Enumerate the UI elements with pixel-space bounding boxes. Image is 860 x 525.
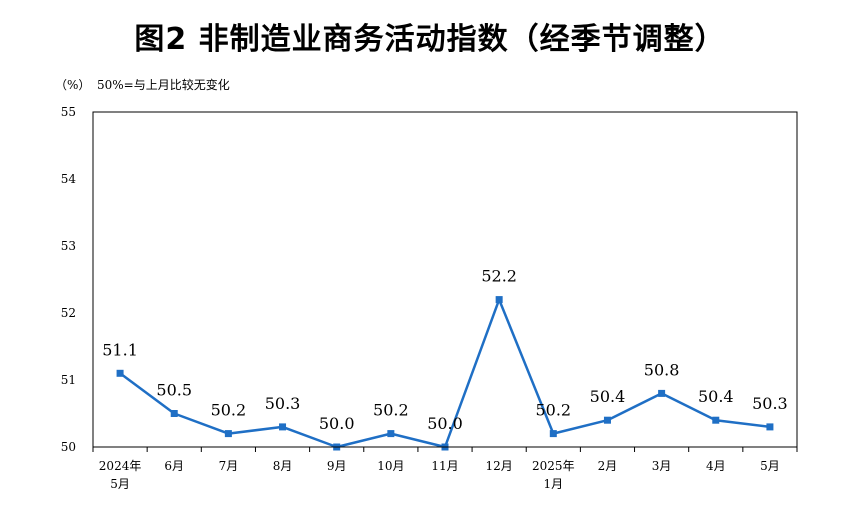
- data-point-marker: [387, 430, 395, 438]
- x-tick-label: 6月: [164, 459, 184, 473]
- data-point-marker: [658, 389, 666, 397]
- y-axis-unit: （%）: [55, 78, 91, 92]
- data-label: 50.2: [373, 401, 409, 420]
- x-tick-label: 10月: [377, 459, 404, 473]
- data-point-marker: [279, 423, 287, 431]
- data-label: 50.3: [265, 394, 301, 413]
- x-tick-label: 12月: [486, 459, 513, 473]
- data-labels: 51.1 50.5 50.2 50.3 50.0 50.2 50.0 52.2 50.2 50.4…: [102, 267, 787, 433]
- data-label: 50.4: [590, 387, 626, 406]
- data-label: 51.1: [102, 340, 138, 359]
- data-label: 50.8: [644, 360, 680, 379]
- y-axis-ticks: 50 51 52 53 54 55: [61, 105, 77, 454]
- x-tick-label: 4月: [706, 459, 726, 473]
- data-point-marker: [766, 423, 774, 431]
- y-tick-label-51: 51: [61, 373, 76, 387]
- chart-title: 图2 非制造业商务活动指数（经季节调整）: [134, 22, 726, 57]
- data-point-marker: [712, 416, 720, 424]
- data-label: 52.2: [481, 267, 517, 286]
- data-point-marker: [549, 430, 557, 438]
- data-label: 50.3: [752, 394, 788, 413]
- x-tick-label: 3月: [652, 459, 672, 473]
- data-point-marker: [495, 296, 503, 304]
- data-point-marker: [224, 430, 232, 438]
- x-tick-label: 2025年 1月: [532, 459, 575, 491]
- y-tick-label-55: 55: [61, 105, 76, 119]
- data-label: 50.0: [427, 414, 463, 433]
- plot-frame: [92, 111, 798, 448]
- y-tick-label-53: 53: [61, 239, 76, 253]
- data-point-marker: [603, 416, 611, 424]
- y-axis-note: 50%=与上月比较无变化: [97, 78, 230, 92]
- data-label: 50.2: [211, 401, 247, 420]
- x-tick-label: 5月: [760, 459, 780, 473]
- y-tick-label-54: 54: [61, 172, 77, 186]
- x-axis-ticks: 2024年 5月 6月 7月 8月 9月 10月 11月 12月 2025年 1月 2月 3月 4月 5月: [92, 447, 798, 491]
- data-label: 50.0: [319, 414, 355, 433]
- x-tick-label: 2024年 5月: [99, 459, 142, 491]
- data-point-marker: [170, 410, 178, 417]
- data-point-marker: [116, 369, 124, 377]
- x-tick-label: 9月: [327, 459, 347, 473]
- x-tick-label: 2月: [598, 459, 618, 473]
- data-label: 50.2: [535, 401, 571, 420]
- y-tick-label-50: 50: [61, 440, 76, 454]
- x-tick-label: 8月: [273, 459, 293, 473]
- x-tick-label: 11月: [431, 459, 458, 473]
- data-label: 50.4: [698, 387, 734, 406]
- x-tick-label: 7月: [219, 459, 239, 473]
- data-label: 50.5: [156, 381, 192, 400]
- y-tick-label-52: 52: [61, 306, 76, 320]
